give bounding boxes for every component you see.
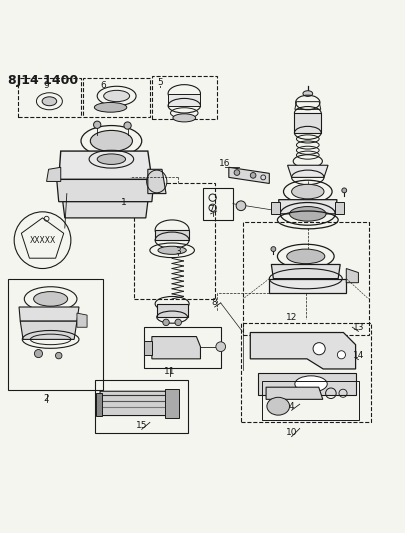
Text: 8: 8 xyxy=(212,298,217,308)
Ellipse shape xyxy=(90,131,132,151)
Bar xyxy=(8,279,103,390)
Text: 4: 4 xyxy=(289,402,294,411)
Text: 15: 15 xyxy=(136,421,147,430)
Bar xyxy=(243,222,369,335)
Polygon shape xyxy=(335,201,344,214)
Bar xyxy=(165,389,179,417)
Circle shape xyxy=(337,351,345,359)
Polygon shape xyxy=(144,341,152,355)
Polygon shape xyxy=(100,391,177,416)
Ellipse shape xyxy=(292,184,324,199)
Bar xyxy=(152,76,217,119)
Polygon shape xyxy=(229,167,269,183)
Polygon shape xyxy=(271,201,280,214)
Bar xyxy=(83,78,150,117)
Bar xyxy=(134,183,215,299)
Polygon shape xyxy=(148,169,166,193)
Text: 8J14 1400: 8J14 1400 xyxy=(8,74,78,87)
Text: 2: 2 xyxy=(44,394,49,402)
Circle shape xyxy=(271,247,276,252)
Bar xyxy=(202,188,233,220)
Polygon shape xyxy=(288,165,328,177)
Circle shape xyxy=(342,188,347,193)
Text: 5: 5 xyxy=(157,78,163,87)
Polygon shape xyxy=(96,393,102,416)
Bar xyxy=(18,78,81,117)
Circle shape xyxy=(250,173,256,178)
Circle shape xyxy=(34,350,43,358)
Ellipse shape xyxy=(104,90,130,102)
Text: 10: 10 xyxy=(286,428,297,437)
Ellipse shape xyxy=(94,102,127,112)
Ellipse shape xyxy=(303,91,313,96)
Bar xyxy=(168,94,200,106)
Polygon shape xyxy=(266,387,323,399)
Polygon shape xyxy=(269,279,346,293)
Bar xyxy=(262,381,359,419)
Ellipse shape xyxy=(158,246,186,254)
Polygon shape xyxy=(271,264,340,279)
Polygon shape xyxy=(77,313,87,327)
Text: 12: 12 xyxy=(286,313,297,321)
Circle shape xyxy=(124,122,131,129)
Text: 6: 6 xyxy=(100,81,106,90)
Ellipse shape xyxy=(287,249,325,264)
Ellipse shape xyxy=(267,397,290,415)
Text: 9: 9 xyxy=(44,81,49,90)
Circle shape xyxy=(216,342,226,352)
Polygon shape xyxy=(63,201,148,218)
Text: XXXXX: XXXXX xyxy=(30,236,55,245)
Ellipse shape xyxy=(295,376,327,392)
Polygon shape xyxy=(59,151,152,180)
Ellipse shape xyxy=(97,154,126,165)
Ellipse shape xyxy=(173,114,196,122)
Text: 7: 7 xyxy=(208,205,213,214)
Text: 3: 3 xyxy=(175,247,181,256)
Circle shape xyxy=(55,352,62,359)
Bar xyxy=(241,323,371,423)
Bar xyxy=(144,327,221,368)
Circle shape xyxy=(94,121,101,128)
Polygon shape xyxy=(258,373,356,395)
Bar xyxy=(155,230,189,240)
Polygon shape xyxy=(19,307,79,321)
Bar xyxy=(157,304,188,317)
Polygon shape xyxy=(152,336,200,359)
Circle shape xyxy=(163,319,169,326)
Polygon shape xyxy=(346,269,358,282)
Polygon shape xyxy=(47,167,61,181)
Circle shape xyxy=(236,201,246,211)
Circle shape xyxy=(313,343,325,355)
Circle shape xyxy=(234,169,240,175)
Bar xyxy=(95,380,188,433)
Text: 13: 13 xyxy=(353,323,364,332)
Polygon shape xyxy=(57,180,154,201)
Text: 11: 11 xyxy=(164,367,176,376)
Circle shape xyxy=(175,319,181,326)
Polygon shape xyxy=(250,333,356,369)
Bar xyxy=(294,113,321,133)
Polygon shape xyxy=(20,321,77,340)
Ellipse shape xyxy=(34,292,68,306)
Text: 14: 14 xyxy=(353,351,364,360)
Text: 16: 16 xyxy=(219,159,230,168)
Ellipse shape xyxy=(290,207,326,221)
Polygon shape xyxy=(279,200,337,214)
Text: 1: 1 xyxy=(121,198,126,207)
Ellipse shape xyxy=(42,97,57,106)
